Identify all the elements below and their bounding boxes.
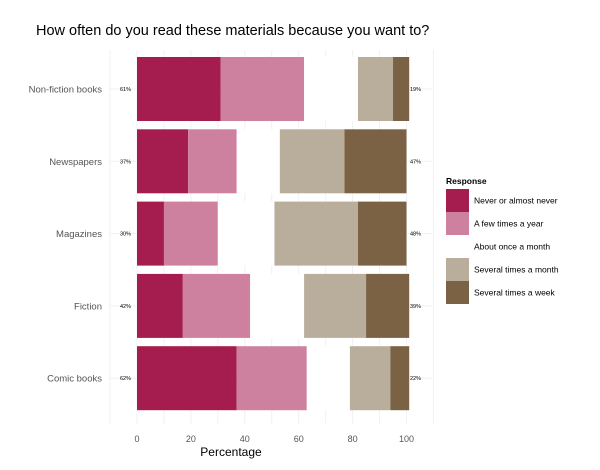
right-pct-fiction: 39% xyxy=(410,304,421,310)
legend-label-a-few-times-a-year: A few times a year xyxy=(474,219,544,229)
y-axis-labels: Non-fiction books Newspapers Magazines Fict… xyxy=(29,85,103,385)
bar-fiction-never-or-almost-never xyxy=(137,273,183,338)
bar-fiction-about-once-a-month xyxy=(250,273,305,338)
bar-non-fiction-books-several-times-a-week xyxy=(393,57,410,121)
bar-newspapers-about-once-a-month xyxy=(236,129,280,194)
bar-fiction-a-few-times-a-year xyxy=(182,273,251,338)
bar-fiction-several-times-a-week xyxy=(366,273,410,338)
bar-comic-books-about-once-a-month xyxy=(306,346,350,411)
x-tick-0: 0 xyxy=(134,434,139,444)
bar-non-fiction-books-never-or-almost-never xyxy=(137,57,221,121)
bar-non-fiction-books-several-times-a-month xyxy=(357,57,394,121)
y-label-comic-books: Comic books xyxy=(47,374,102,385)
x-tick-60: 60 xyxy=(294,434,304,444)
chart-title: How often do you read these materials be… xyxy=(36,23,429,39)
legend-title: Response xyxy=(446,176,487,186)
legend-label-several-times-a-week: Several times a week xyxy=(474,288,556,298)
x-axis-ticks: 0 20 40 60 80 100 xyxy=(134,434,414,444)
x-tick-100: 100 xyxy=(399,434,414,444)
y-label-magazines: Magazines xyxy=(56,229,102,240)
x-axis-title: Percentage xyxy=(200,445,262,459)
bars xyxy=(137,57,410,411)
bar-newspapers-several-times-a-week xyxy=(344,129,407,194)
right-pct-non-fiction-books: 19% xyxy=(410,87,421,93)
x-tick-80: 80 xyxy=(348,434,358,444)
left-pct-comic-books: 62% xyxy=(120,376,131,382)
legend-swatch-never-or-almost-never xyxy=(446,189,469,212)
x-tick-40: 40 xyxy=(240,434,250,444)
legend-swatch-about-once-a-month xyxy=(446,235,469,258)
left-pct-non-fiction-books: 61% xyxy=(120,87,131,93)
legend-swatch-several-times-a-week xyxy=(446,281,469,304)
bar-magazines-a-few-times-a-year xyxy=(163,201,218,266)
bar-newspapers-never-or-almost-never xyxy=(137,129,189,194)
bar-magazines-about-once-a-month xyxy=(217,201,275,266)
y-label-newspapers: Newspapers xyxy=(49,157,102,168)
legend-label-never-or-almost-never: Never or almost never xyxy=(474,196,558,206)
bar-newspapers-several-times-a-month xyxy=(279,129,345,194)
right-pct-newspapers: 47% xyxy=(410,159,421,165)
left-pct-fiction: 42% xyxy=(120,304,131,310)
left-pct-newspapers: 37% xyxy=(120,159,131,165)
x-tick-20: 20 xyxy=(186,434,196,444)
bar-comic-books-several-times-a-month xyxy=(349,346,391,411)
percent-labels: 61% 19% 37% 47% 30% 48% 42% 39% 62% 22% xyxy=(120,87,421,382)
legend-label-about-once-a-month: About once a month xyxy=(474,242,550,252)
y-label-non-fiction-books: Non-fiction books xyxy=(29,85,103,96)
bar-comic-books-several-times-a-week xyxy=(390,346,410,411)
bar-magazines-several-times-a-week xyxy=(357,201,407,266)
legend-items: Never or almost never A few times a year A… xyxy=(446,189,559,304)
legend-swatch-several-times-a-month xyxy=(446,258,469,281)
bar-non-fiction-books-about-once-a-month xyxy=(304,57,358,121)
bar-comic-books-never-or-almost-never xyxy=(137,346,237,411)
bar-comic-books-a-few-times-a-year xyxy=(236,346,307,411)
bar-newspapers-a-few-times-a-year xyxy=(188,129,237,194)
bar-magazines-several-times-a-month xyxy=(274,201,358,266)
right-pct-comic-books: 22% xyxy=(410,376,421,382)
left-pct-magazines: 30% xyxy=(120,232,131,238)
bar-non-fiction-books-a-few-times-a-year xyxy=(220,57,305,121)
bar-magazines-never-or-almost-never xyxy=(137,201,164,266)
bar-fiction-several-times-a-month xyxy=(304,273,367,338)
legend-label-several-times-a-month: Several times a month xyxy=(474,265,559,275)
y-label-fiction: Fiction xyxy=(74,301,102,312)
legend-swatch-a-few-times-a-year xyxy=(446,212,469,235)
legend: Response Never or almost never A few time… xyxy=(446,176,559,304)
right-pct-magazines: 48% xyxy=(410,232,421,238)
